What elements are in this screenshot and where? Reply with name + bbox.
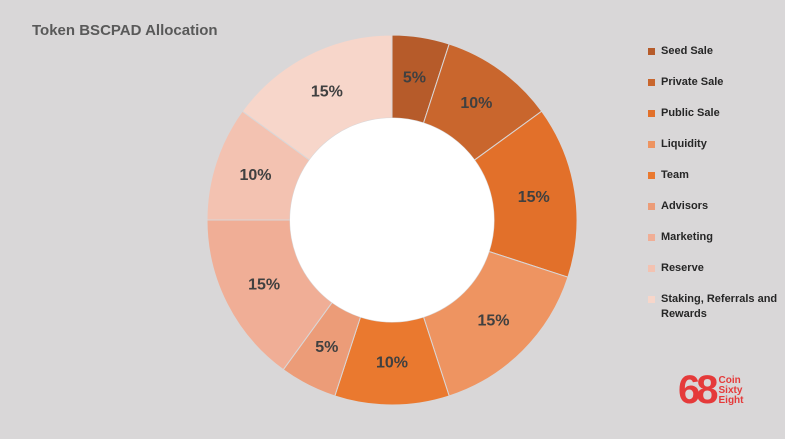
- value-label: 10%: [376, 355, 408, 372]
- legend-swatch: [648, 265, 655, 272]
- logo-line: Coin: [718, 374, 741, 386]
- legend-item: Reserve: [648, 261, 778, 292]
- legend-item: Public Sale: [648, 106, 778, 137]
- legend-label: Advisors: [661, 200, 709, 212]
- legend-label: Staking, Referrals and Rewards: [661, 293, 778, 320]
- logo-line: Eight: [718, 394, 744, 406]
- legend-swatch: [648, 141, 655, 148]
- legend-swatch: [648, 79, 655, 86]
- chart: 5% 10% 15% 15% 10% 5% 15% 10% 15%: [206, 34, 578, 406]
- legend-item: Liquidity: [648, 137, 778, 168]
- value-label: 5%: [403, 69, 426, 86]
- value-label: 15%: [518, 189, 550, 206]
- legend-item: Seed Sale: [648, 44, 778, 75]
- value-label: 15%: [248, 276, 280, 293]
- legend: Seed Sale Private Sale Public Sale Liquidit…: [648, 44, 778, 323]
- value-label: 10%: [240, 167, 272, 184]
- chart-title: Token BSCPAD Allocation: [32, 22, 218, 39]
- logo-text: Coin Sixty Eight: [718, 374, 744, 406]
- legend-label: Seed Sale: [661, 45, 713, 57]
- logo-mark: 68: [678, 368, 718, 412]
- legend-label: Marketing: [661, 231, 713, 243]
- legend-item: Team: [648, 168, 778, 199]
- legend-item: Marketing: [648, 230, 778, 261]
- logo: 68 Coin Sixty Eight: [678, 368, 744, 413]
- value-label: 15%: [477, 313, 509, 330]
- legend-label: Private Sale: [661, 76, 724, 88]
- legend-item: Staking, Referrals and Rewards: [648, 292, 778, 323]
- legend-label: Team: [661, 169, 689, 181]
- value-label: 10%: [460, 95, 492, 112]
- legend-swatch: [648, 172, 655, 179]
- legend-swatch: [648, 203, 655, 210]
- donut-hole: [290, 118, 494, 322]
- legend-item: Advisors: [648, 199, 778, 230]
- legend-swatch: [648, 296, 655, 303]
- value-label: 5%: [315, 339, 338, 356]
- logo-line: Sixty: [718, 384, 743, 396]
- legend-swatch: [648, 110, 655, 117]
- legend-label: Reserve: [661, 262, 704, 274]
- legend-item: Private Sale: [648, 75, 778, 106]
- value-label: 15%: [311, 83, 343, 100]
- legend-swatch: [648, 234, 655, 241]
- legend-label: Public Sale: [661, 107, 720, 119]
- legend-label: Liquidity: [661, 138, 707, 150]
- legend-swatch: [648, 48, 655, 55]
